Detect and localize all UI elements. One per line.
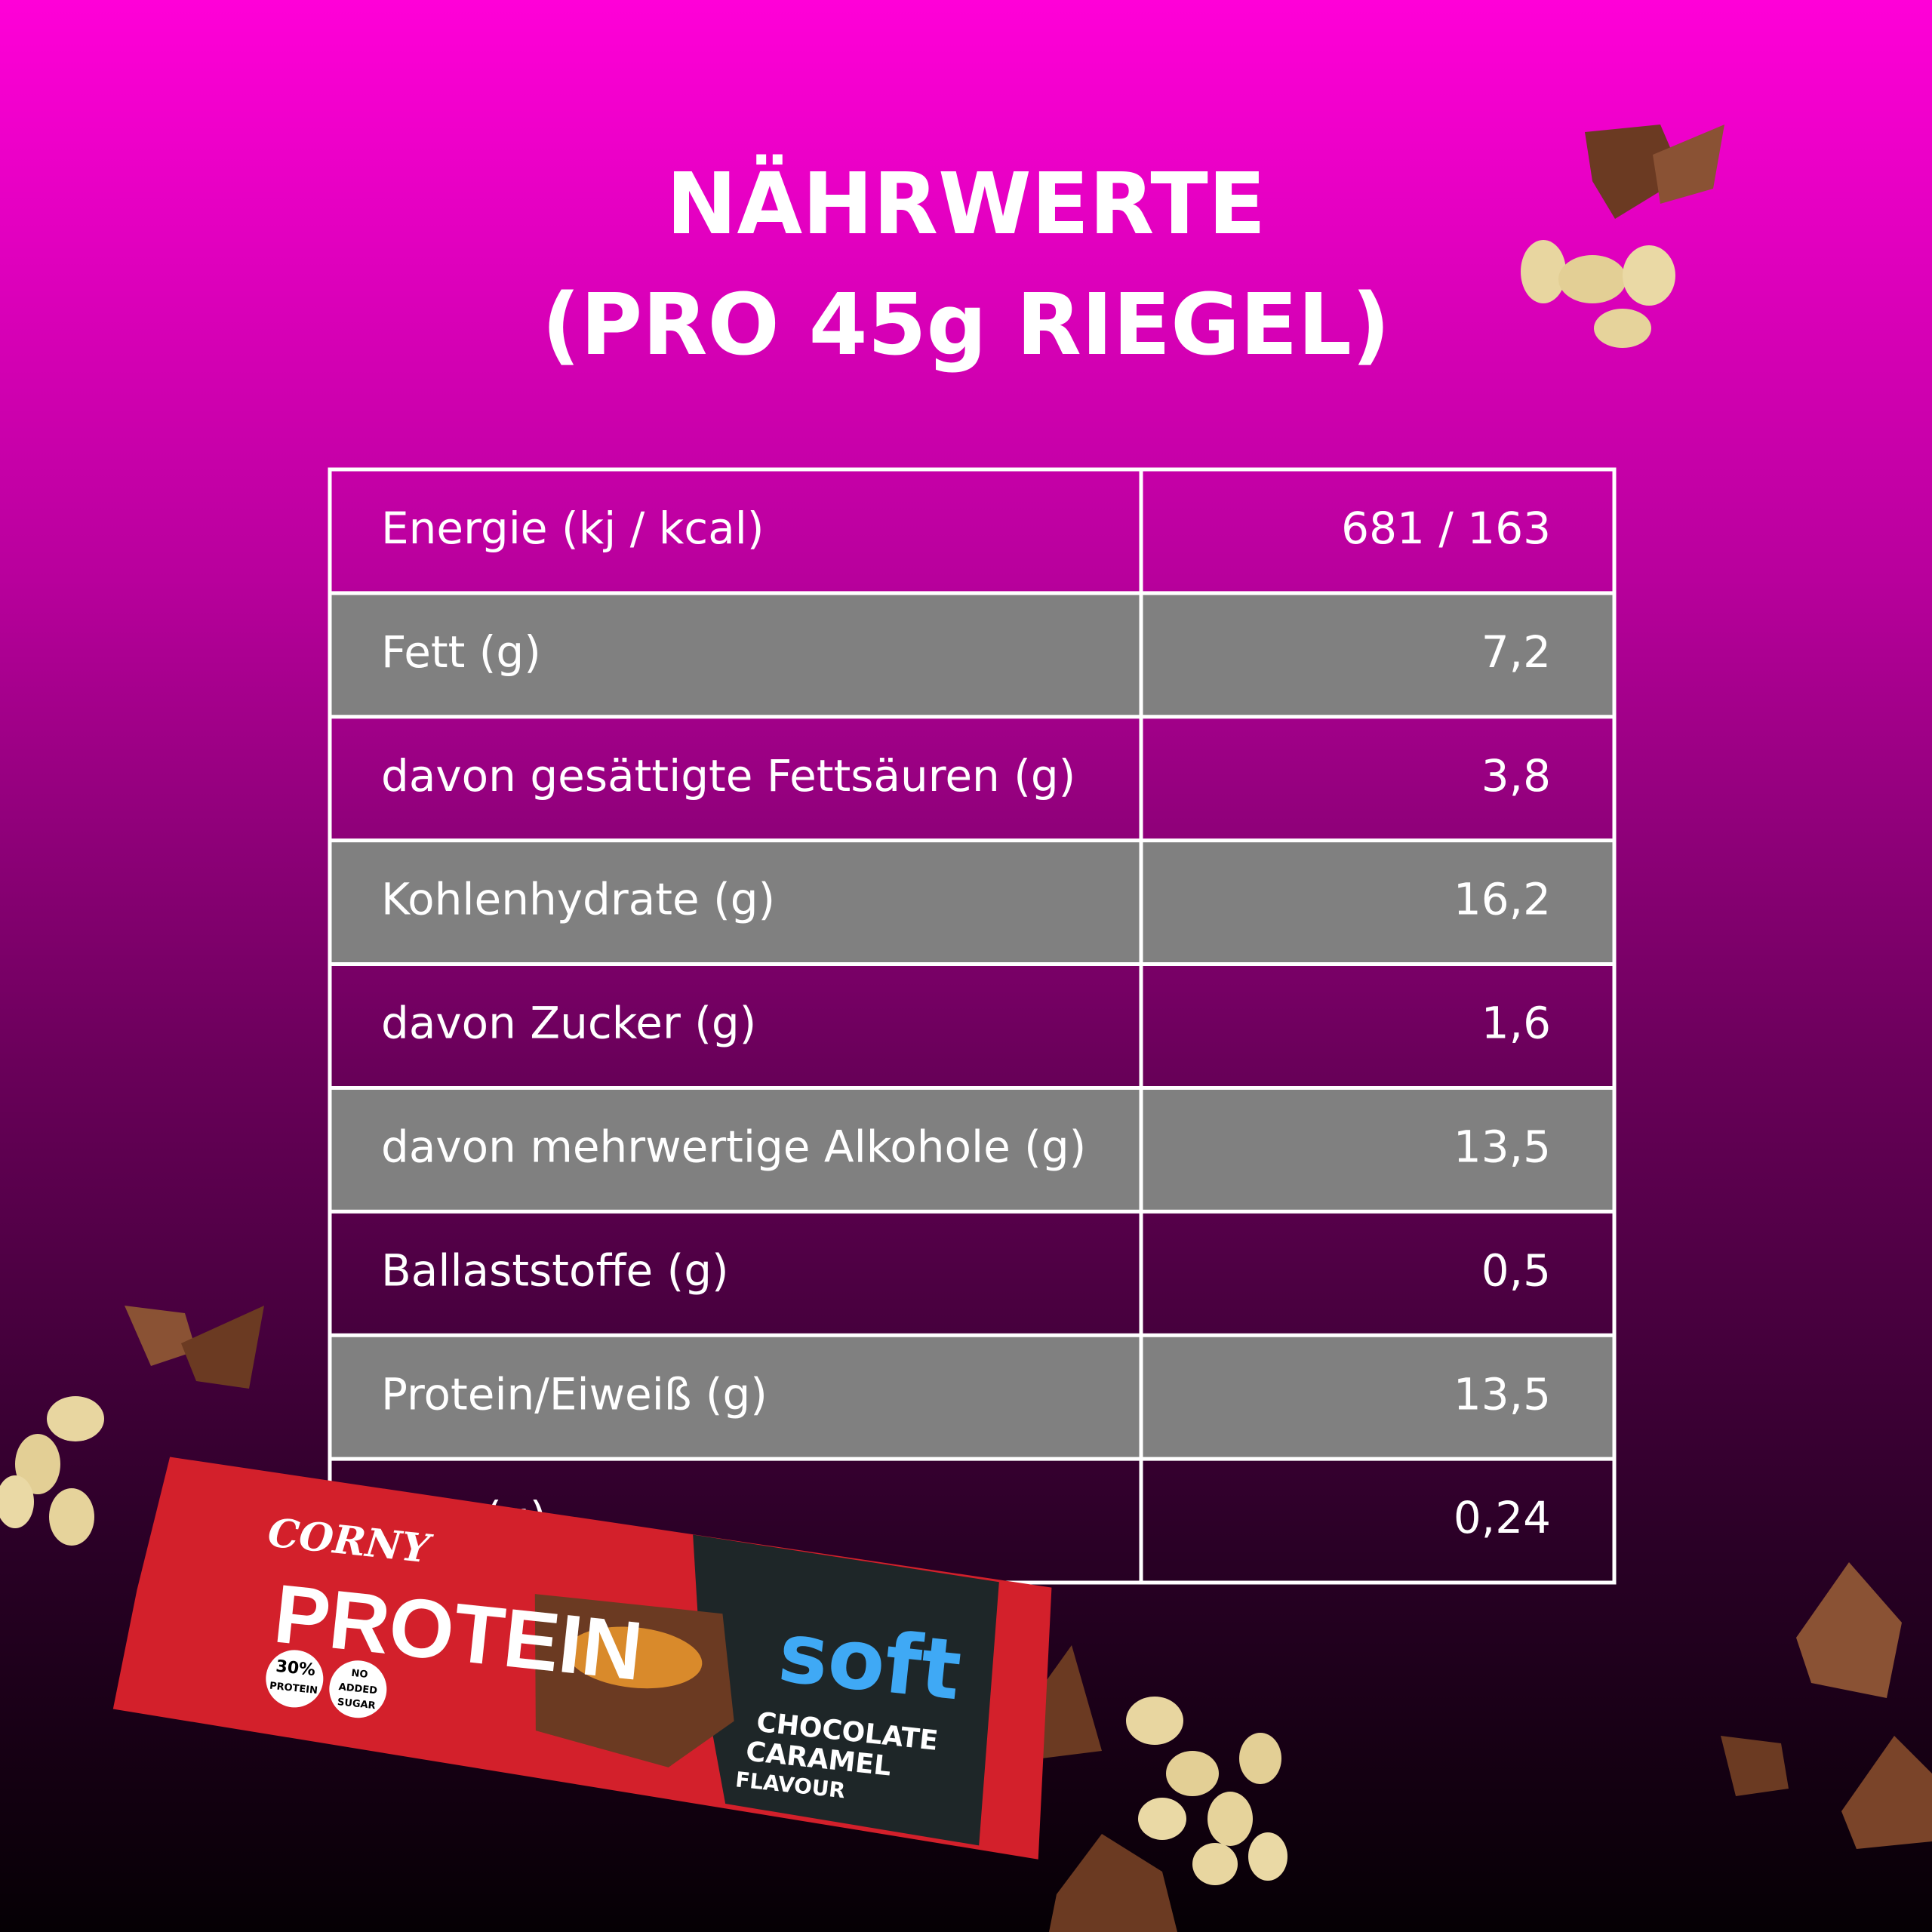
row-label: Fett (g) bbox=[381, 626, 541, 678]
title-line: NÄHRWERTE bbox=[666, 154, 1266, 254]
title-line: (PRO 45g RIEGEL) bbox=[542, 276, 1390, 374]
row-value: 1,6 bbox=[1481, 998, 1551, 1049]
row-bg bbox=[330, 592, 1614, 717]
row-label: Ballaststoffe (g) bbox=[381, 1244, 729, 1296]
row-label: Kohlenhydrate (g) bbox=[381, 874, 775, 925]
row-label: davon Zucker (g) bbox=[381, 998, 756, 1049]
row-value: 16,2 bbox=[1454, 874, 1551, 925]
badge: NO bbox=[351, 1668, 368, 1681]
row-label: davon gesättigte Fettsäuren (g) bbox=[381, 750, 1075, 801]
badge: 30% bbox=[275, 1657, 316, 1680]
row-bg bbox=[330, 1088, 1614, 1212]
row-label: Energie (kj / kcal) bbox=[381, 503, 764, 554]
row-label: davon mehrwertige Alkohole (g) bbox=[381, 1121, 1086, 1172]
row-label: Protein/Eiweiß (g) bbox=[381, 1368, 768, 1420]
row-value: 3,8 bbox=[1481, 750, 1551, 801]
decor bbox=[0, 125, 1932, 1932]
row-value: 0,5 bbox=[1481, 1244, 1551, 1296]
nutrition-table: Energie (kj / kcal) 681 / 163 Fett (g) 7,2 d… bbox=[328, 467, 1617, 1585]
row-value: 681 / 163 bbox=[1341, 503, 1551, 554]
badge: SUGAR bbox=[337, 1697, 376, 1712]
row-bg bbox=[330, 840, 1614, 964]
row-value: 13,5 bbox=[1454, 1368, 1551, 1420]
badge: PROTEIN bbox=[269, 1681, 318, 1697]
badge: ADDED bbox=[338, 1681, 378, 1697]
product-pack: CORNY PROTEIN 30% PROTEIN NO ADDED SUGAR… bbox=[112, 1457, 1052, 1860]
variant: soft bbox=[774, 1604, 966, 1719]
row-value: 13,5 bbox=[1454, 1121, 1551, 1172]
row-value: 7,2 bbox=[1481, 626, 1551, 678]
row-bg bbox=[330, 1335, 1614, 1460]
row-value: 0,24 bbox=[1454, 1492, 1551, 1543]
